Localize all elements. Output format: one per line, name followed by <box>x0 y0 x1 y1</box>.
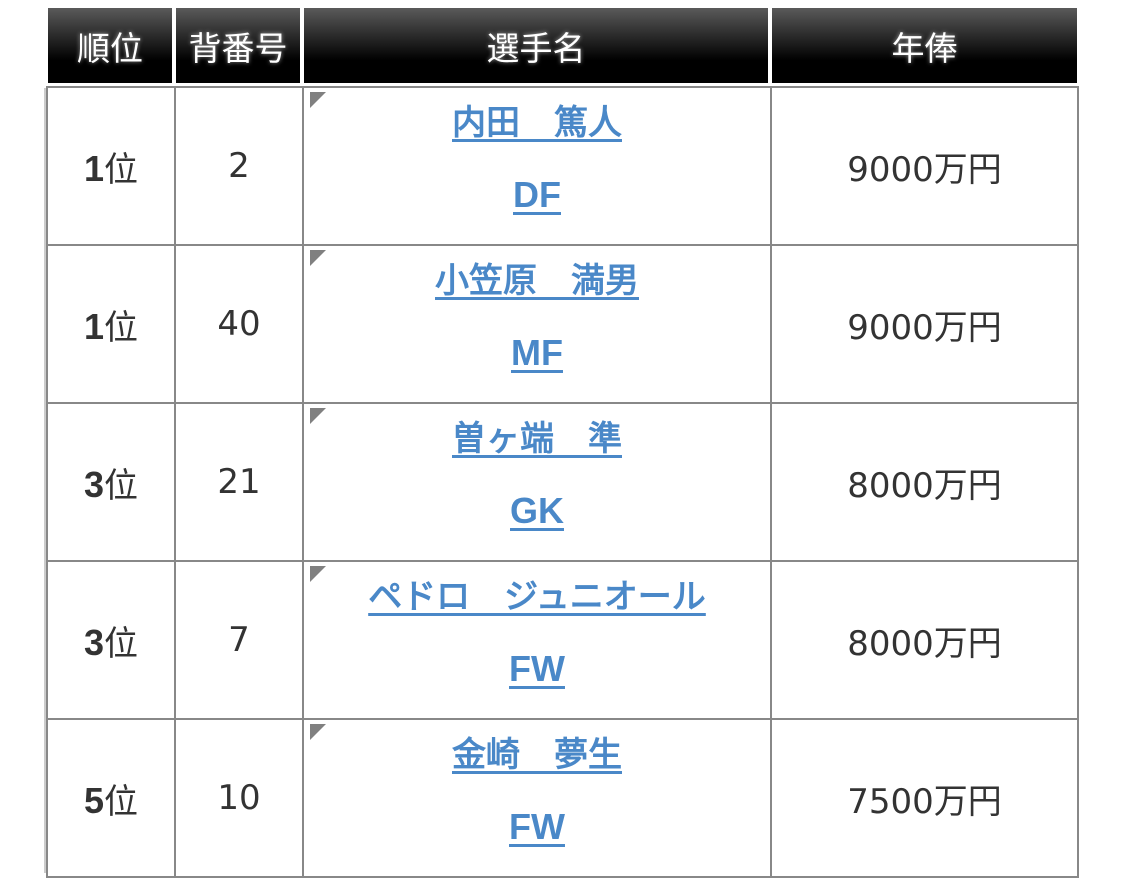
rank-cell: 1位 <box>46 86 176 246</box>
corner-triangle-icon <box>310 724 326 740</box>
salary-value: 8000万円 <box>847 465 1002 506</box>
player-name-link[interactable]: ペドロ ジュニオール <box>368 576 706 617</box>
salary-value: 8000万円 <box>847 623 1002 664</box>
number-cell: 7 <box>174 560 304 720</box>
table-left-border <box>44 88 47 873</box>
number-cell: 21 <box>174 402 304 562</box>
shirt-number: 7 <box>228 620 250 660</box>
rank-text: 3位 <box>83 621 139 664</box>
header-rank: 順位 <box>48 8 172 83</box>
header-salary: 年俸 <box>772 8 1077 83</box>
header-player-name: 選手名 <box>304 8 768 83</box>
salary-value: 7500万円 <box>847 781 1002 822</box>
player-name-link[interactable]: 小笠原 満男 <box>435 260 639 301</box>
player-cell: ペドロ ジュニオール FW <box>302 560 772 720</box>
number-cell: 40 <box>174 244 304 404</box>
rank-text: 1位 <box>83 305 139 348</box>
rank-cell: 3位 <box>46 560 176 720</box>
player-position-link[interactable]: FW <box>509 647 565 689</box>
player-name-link[interactable]: 内田 篤人 <box>452 102 622 143</box>
rank-text: 5位 <box>83 779 139 822</box>
player-cell: 曽ヶ端 準 GK <box>302 402 772 562</box>
player-cell: 小笠原 満男 MF <box>302 244 772 404</box>
corner-triangle-icon <box>310 250 326 266</box>
shirt-number: 10 <box>217 778 261 818</box>
number-cell: 2 <box>174 86 304 246</box>
player-position-link[interactable]: MF <box>511 331 563 373</box>
corner-triangle-icon <box>310 408 326 424</box>
player-position-link[interactable]: DF <box>513 173 561 215</box>
rank-text: 3位 <box>83 463 139 506</box>
corner-triangle-icon <box>310 92 326 108</box>
salary-cell: 9000万円 <box>770 244 1079 404</box>
shirt-number: 21 <box>217 462 261 502</box>
shirt-number: 2 <box>228 146 250 186</box>
salary-value: 9000万円 <box>847 307 1002 348</box>
player-cell: 金崎 夢生 FW <box>302 718 772 878</box>
player-position-link[interactable]: FW <box>509 805 565 847</box>
rank-cell: 5位 <box>46 718 176 878</box>
player-position-link[interactable]: GK <box>510 489 564 531</box>
rank-cell: 1位 <box>46 244 176 404</box>
player-cell: 内田 篤人 DF <box>302 86 772 246</box>
player-name-link[interactable]: 曽ヶ端 準 <box>452 418 622 459</box>
salary-value: 9000万円 <box>847 149 1002 190</box>
salary-cell: 8000万円 <box>770 402 1079 562</box>
header-number: 背番号 <box>176 8 300 83</box>
salary-cell: 8000万円 <box>770 560 1079 720</box>
player-name-link[interactable]: 金崎 夢生 <box>452 734 622 775</box>
rank-cell: 3位 <box>46 402 176 562</box>
rank-text: 1位 <box>83 147 139 190</box>
shirt-number: 40 <box>217 304 261 344</box>
salary-cell: 7500万円 <box>770 718 1079 878</box>
salary-cell: 9000万円 <box>770 86 1079 246</box>
number-cell: 10 <box>174 718 304 878</box>
corner-triangle-icon <box>310 566 326 582</box>
